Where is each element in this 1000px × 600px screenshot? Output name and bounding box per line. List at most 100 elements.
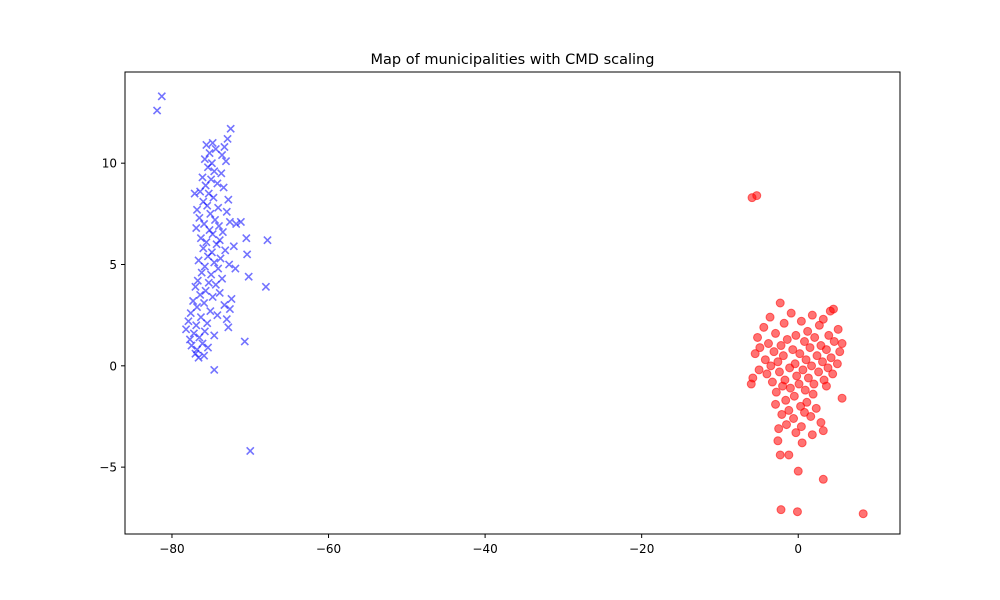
data-point-x-marker: [220, 300, 229, 310]
data-point-x-marker: [191, 282, 200, 291]
data-point-x-marker: [221, 156, 231, 166]
x-tick-label: −40: [472, 542, 497, 556]
data-point-x-marker: [213, 179, 222, 188]
data-point-x-marker: [223, 134, 232, 144]
data-point-x-marker: [242, 250, 252, 259]
data-point-circle-marker: [800, 385, 810, 395]
data-point-circle-marker: [781, 420, 791, 430]
data-point-x-marker: [213, 203, 223, 212]
data-point-x-marker: [199, 244, 208, 253]
data-point-x-marker: [244, 272, 253, 281]
x-tick-label: 0: [794, 542, 802, 556]
data-point-x-marker: [208, 229, 217, 239]
data-point-x-marker: [224, 195, 233, 204]
data-point-circle-marker: [797, 438, 807, 448]
data-point-circle-marker: [808, 389, 818, 399]
data-point-circle-marker: [774, 424, 784, 434]
data-point-x-marker: [184, 317, 193, 326]
data-point-x-marker: [222, 315, 231, 324]
data-point-x-marker: [217, 150, 227, 160]
data-point-circle-marker: [835, 347, 845, 357]
data-point-x-marker: [192, 205, 202, 214]
data-point-circle-marker: [771, 399, 781, 409]
data-point-circle-marker: [789, 414, 799, 423]
data-point-x-marker: [211, 280, 220, 289]
data-point-x-marker: [204, 278, 213, 287]
data-point-circle-marker: [801, 355, 811, 365]
data-point-circle-marker: [775, 298, 785, 308]
data-point-circle-marker: [794, 379, 804, 389]
data-point-x-marker: [196, 313, 206, 322]
data-point-x-marker: [187, 341, 196, 350]
data-point-x-marker: [215, 288, 224, 298]
data-point-x-marker: [192, 302, 202, 312]
data-point-circle-marker: [759, 322, 769, 332]
data-point-x-marker: [213, 310, 222, 320]
data-point-x-marker: [229, 242, 238, 251]
data-point-x-marker: [224, 323, 233, 332]
data-point-circle-marker: [782, 334, 792, 344]
data-point-x-marker: [224, 260, 234, 269]
data-point-x-marker: [202, 140, 211, 150]
data-point-x-marker: [219, 183, 228, 192]
data-point-x-marker: [202, 238, 211, 247]
data-point-circle-marker: [795, 349, 805, 359]
data-point-circle-marker: [788, 345, 798, 355]
plot-area: −80 −60 −40 −20 0 −5 0 5 10: [99, 71, 901, 556]
data-point-circle-marker: [818, 474, 828, 484]
data-point-circle-marker: [837, 393, 847, 403]
data-point-x-marker: [231, 264, 240, 273]
data-point-circle-marker: [821, 381, 831, 391]
data-point-x-marker: [210, 258, 219, 267]
data-point-circle-marker: [833, 324, 843, 334]
data-point-circle-marker: [760, 355, 770, 365]
data-point-x-marker: [210, 215, 220, 225]
data-point-x-marker: [220, 142, 229, 152]
data-point-x-marker: [186, 308, 195, 318]
data-point-circle-marker: [792, 371, 802, 381]
data-point-circle-marker: [776, 505, 786, 515]
data-point-x-marker: [225, 217, 235, 227]
data-point-x-marker: [242, 233, 251, 243]
data-point-x-marker: [206, 209, 215, 219]
data-point-x-marker: [190, 189, 199, 198]
data-point-x-marker: [188, 296, 198, 306]
data-point-circle-marker: [818, 357, 827, 367]
data-point-circle-marker: [821, 345, 831, 355]
data-point-circle-marker: [778, 381, 788, 391]
data-point-circle-marker: [767, 377, 777, 387]
data-point-x-marker: [203, 343, 213, 352]
data-point-x-marker: [203, 319, 212, 328]
data-point-x-marker: [195, 333, 204, 342]
data-point-circle-marker: [799, 407, 809, 417]
data-point-circle-marker: [789, 391, 799, 401]
data-point-x-marker: [206, 306, 215, 316]
data-point-circle-marker: [796, 316, 806, 326]
data-point-x-marker: [200, 262, 210, 271]
data-point-circle-marker: [773, 436, 783, 446]
axes-frame: [124, 71, 901, 535]
data-point-circle-marker: [747, 193, 757, 203]
y-tick-label: 5: [109, 258, 117, 272]
data-point-circle-marker: [811, 403, 821, 413]
data-point-x-marker: [236, 217, 246, 227]
data-point-circle-marker: [781, 395, 791, 405]
data-point-circle-marker: [824, 330, 834, 340]
data-point-circle-marker: [806, 411, 816, 421]
data-point-circle-marker: [828, 369, 838, 379]
data-point-x-marker: [218, 227, 228, 237]
data-point-x-marker: [199, 351, 209, 360]
data-point-circle-marker: [771, 387, 781, 397]
data-point-circle-marker: [814, 367, 824, 377]
data-point-circle-marker: [776, 341, 786, 351]
data-point-x-marker: [195, 290, 205, 300]
data-point-x-marker: [210, 167, 219, 176]
data-point-circle-marker: [750, 349, 760, 359]
data-point-x-marker: [201, 286, 210, 296]
data-point-circle-marker: [791, 330, 801, 340]
data-point-circle-marker: [755, 343, 765, 353]
data-point-x-marker: [216, 254, 225, 263]
